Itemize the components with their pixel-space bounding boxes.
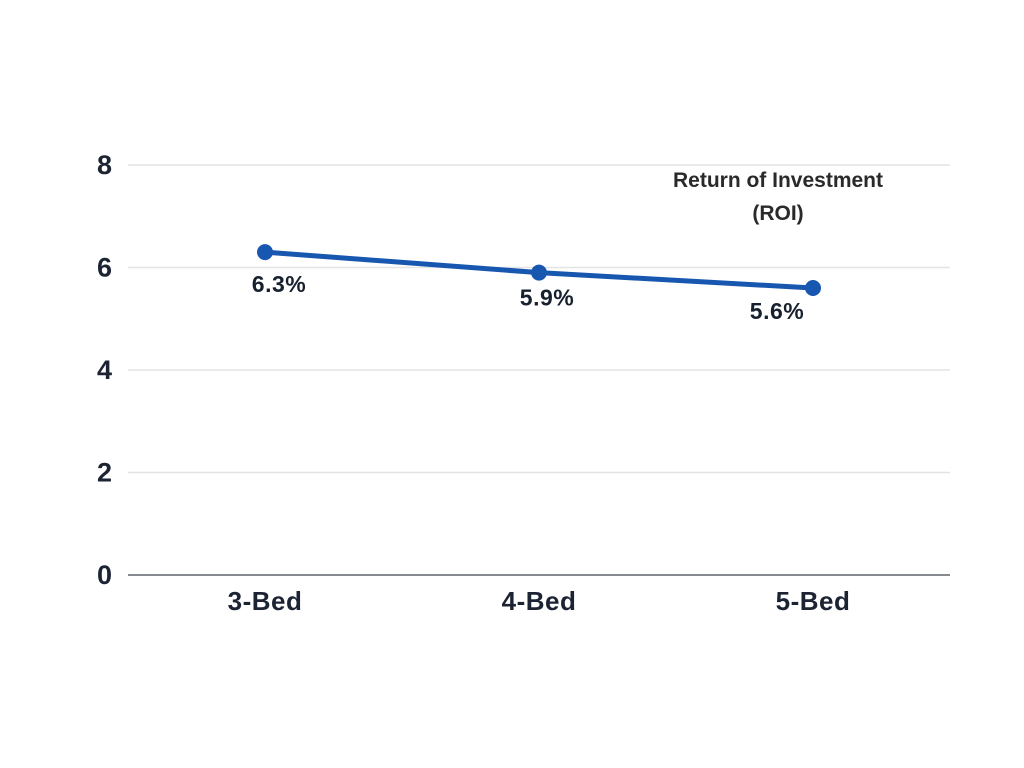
x-category-label: 4-Bed: [502, 586, 577, 616]
chart-title-line2: (ROI): [752, 202, 804, 225]
data-label: 5.6%: [750, 298, 804, 324]
x-category-label: 5-Bed: [776, 586, 851, 616]
data-point: [531, 264, 547, 281]
y-tick-label: 8: [97, 150, 112, 180]
data-point: [257, 244, 273, 261]
data-label: 5.9%: [520, 285, 574, 311]
chart-title-line1: Return of Investment: [672, 169, 884, 192]
y-tick-label: 0: [97, 560, 112, 590]
chart-title: Return of Investment (ROI): [673, 164, 883, 230]
data-label: 6.3%: [252, 271, 306, 297]
y-tick-label: 4: [97, 355, 112, 385]
y-tick-label: 2: [97, 458, 112, 488]
x-category-label: 3-Bed: [228, 586, 303, 616]
data-point: [805, 280, 821, 296]
y-tick-label: 6: [97, 253, 112, 283]
